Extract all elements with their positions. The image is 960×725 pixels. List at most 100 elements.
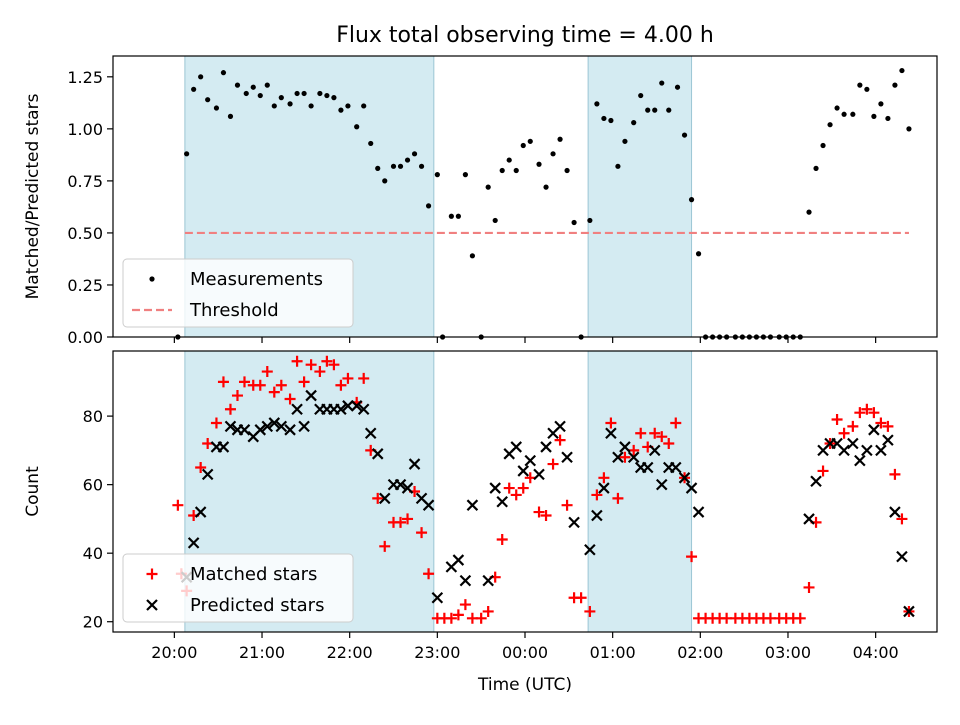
- matched-point: [847, 420, 859, 432]
- top-y-tick-label: 0.00: [67, 328, 103, 347]
- predicted-point: [561, 451, 573, 464]
- measurement-point: [695, 251, 702, 257]
- measurement-point: [594, 101, 600, 107]
- top-panel: 0.00 0.25 0.50 0.75 1.00 1.25 Matched/Predicte…: [23, 23, 938, 347]
- x-tick-label: 01:00: [590, 643, 636, 662]
- matched-point: [321, 355, 333, 367]
- legend-label: Threshold: [189, 300, 279, 321]
- measurement-point: [469, 253, 476, 259]
- measurement-point: [331, 95, 337, 101]
- top-y-axis-label: Matched/Predicted stars: [23, 93, 43, 299]
- measurement-point: [338, 107, 344, 113]
- measurement-point: [513, 167, 519, 174]
- matched-point: [284, 393, 296, 405]
- measurement-point: [287, 101, 293, 107]
- matched-point: [598, 472, 610, 484]
- measurement-point: [425, 203, 432, 209]
- measurement-point: [806, 209, 812, 215]
- measurement-point: [906, 126, 912, 132]
- measurement-point: [243, 90, 249, 97]
- measurement-point: [324, 92, 330, 99]
- measurement-point: [659, 80, 665, 86]
- measurement-point: [688, 197, 695, 203]
- predicted-point: [896, 550, 908, 563]
- measurement-point: [878, 101, 884, 107]
- legend-matched-swatch: [146, 568, 158, 580]
- matched-point: [172, 499, 184, 511]
- top-y-tick-label: 0.50: [67, 224, 103, 243]
- measurement-point: [205, 97, 211, 103]
- chart-title: Flux total observing time = 4.00 h: [336, 23, 714, 48]
- matched-point: [261, 366, 273, 378]
- bottom-series-predicted-stars: [180, 389, 915, 618]
- predicted-point: [394, 478, 407, 491]
- measurement-point: [899, 67, 905, 74]
- predicted-point: [459, 574, 472, 587]
- legend-label: Measurements: [190, 269, 323, 290]
- matched-point: [584, 605, 596, 617]
- top-y-tick-label: 0.75: [67, 172, 103, 191]
- matched-point: [875, 417, 887, 429]
- matched-point: [561, 499, 573, 511]
- top-y-tick-label: 1.00: [67, 120, 103, 139]
- top-observing-window-2: [587, 55, 693, 338]
- predicted-point: [838, 444, 850, 457]
- matched-point: [238, 376, 250, 388]
- predicted-point: [378, 492, 391, 505]
- legend-measurement-swatch: [149, 276, 155, 282]
- predicted-point: [875, 444, 887, 457]
- predicted-point: [284, 424, 296, 436]
- measurement-point: [601, 115, 607, 122]
- predicted-point: [533, 468, 545, 481]
- measurement-point: [317, 90, 323, 97]
- measurement-point: [375, 165, 381, 171]
- predicted-point: [217, 441, 230, 453]
- measurement-point: [213, 105, 220, 111]
- predicted-point: [903, 605, 915, 618]
- matched-point: [649, 427, 661, 439]
- matched-point: [794, 612, 806, 624]
- measurement-point: [264, 82, 270, 88]
- measurement-point: [871, 113, 877, 119]
- predicted-point: [803, 513, 815, 525]
- legend-label: Matched stars: [190, 564, 317, 585]
- measurement-point: [382, 178, 388, 184]
- predicted-point: [678, 472, 691, 484]
- predicted-point: [540, 441, 552, 453]
- measurement-point: [361, 103, 367, 109]
- measurement-point: [857, 82, 863, 88]
- measurement-point: [608, 117, 614, 124]
- measurement-point: [587, 217, 593, 224]
- predicted-point: [452, 554, 465, 566]
- predicted-point: [605, 427, 617, 440]
- measurement-point: [571, 219, 577, 226]
- predicted-point: [810, 475, 822, 487]
- measurement-point: [631, 120, 637, 126]
- matched-point: [663, 438, 675, 450]
- bottom-series-matched-stars: [172, 355, 915, 624]
- predicted-point: [685, 482, 698, 494]
- bottom-legend: Matched stars Predicted stars: [122, 553, 354, 623]
- predicted-point: [692, 506, 705, 518]
- predicted-point: [510, 441, 523, 453]
- matched-point: [342, 372, 354, 384]
- measurement-point: [834, 105, 840, 111]
- measurement-point: [448, 213, 454, 219]
- measurement-point: [234, 82, 241, 88]
- predicted-point: [517, 465, 530, 477]
- predicted-point: [861, 444, 873, 457]
- measurement-point: [368, 140, 374, 147]
- matched-point: [628, 444, 640, 456]
- x-axis-label: Time (UTC): [477, 675, 572, 695]
- measurement-point: [527, 138, 533, 144]
- matched-point: [445, 612, 457, 624]
- measurement-point: [850, 111, 856, 117]
- predicted-point: [598, 482, 610, 494]
- matched-point: [202, 438, 214, 450]
- measurement-point: [638, 92, 644, 99]
- matched-point: [372, 492, 384, 504]
- measurement-point: [615, 163, 621, 169]
- predicted-point: [254, 424, 267, 436]
- matched-point: [540, 509, 552, 521]
